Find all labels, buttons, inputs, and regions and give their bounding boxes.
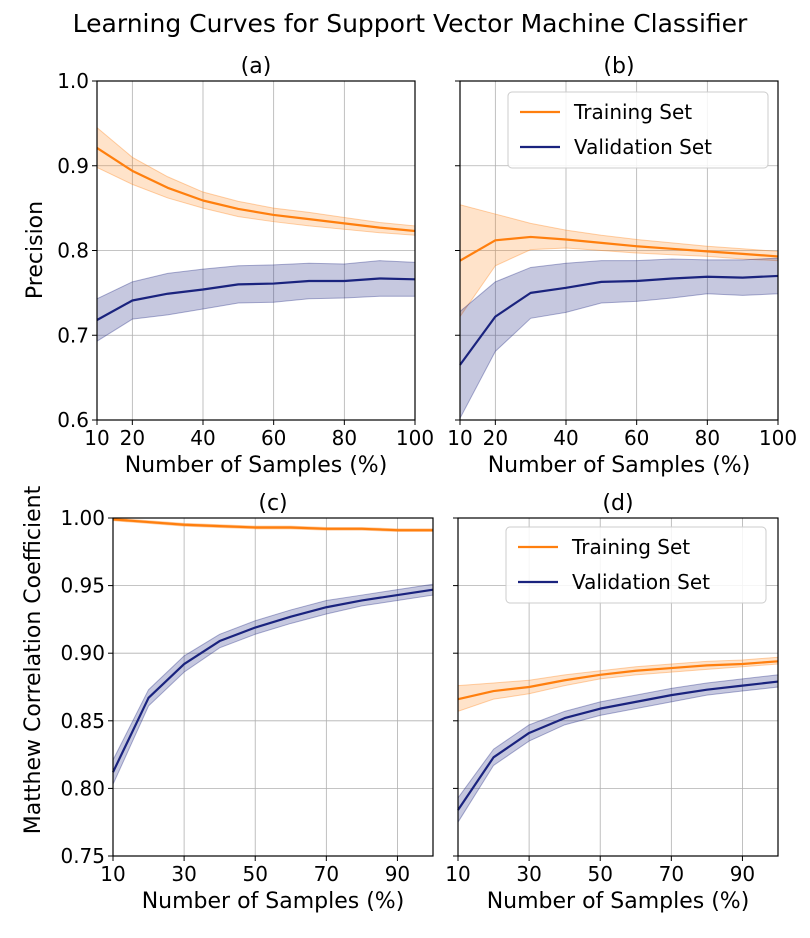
x-tick-label: 60 xyxy=(261,426,286,450)
legend: Training Set Validation Set xyxy=(505,526,767,604)
legend-box xyxy=(507,91,769,169)
x-tick-label: 10 xyxy=(447,426,472,450)
y-tick-label: 0.90 xyxy=(60,641,105,665)
validation-legend-label: Validation Set xyxy=(574,135,712,159)
panel-d: 10 30 50 70 90 (d) Number of Samples (%) Traini… xyxy=(445,491,779,914)
validation-legend-label: Validation Set xyxy=(572,570,710,594)
training-series-line xyxy=(457,660,779,701)
y-axis-label-precision: Precision xyxy=(23,201,48,299)
x-axis-label: Number of Samples (%) xyxy=(142,889,405,914)
plot-frame xyxy=(112,517,434,857)
panel-b: 10 20 40 60 80 100 (b) Number of Samples (%) Tra… xyxy=(447,54,797,478)
y-tick-label: 1.0 xyxy=(57,69,89,93)
x-tick-label: 80 xyxy=(332,426,357,450)
validation-series-line xyxy=(457,680,779,811)
validation-std-band xyxy=(96,260,416,343)
x-axis-label: Number of Samples (%) xyxy=(125,453,388,478)
x-tick-label: 50 xyxy=(587,862,612,886)
y-tick-label: 1.00 xyxy=(60,506,105,530)
x-tick-label: 60 xyxy=(624,426,649,450)
x-tick-label: 30 xyxy=(171,862,196,886)
y-tick-label: 0.75 xyxy=(60,844,105,868)
x-tick-label: 90 xyxy=(385,862,410,886)
x-tick-label: 70 xyxy=(659,862,684,886)
x-tick-label: 10 xyxy=(445,862,470,886)
x-tick-label: 50 xyxy=(242,862,267,886)
x-tick-label: 30 xyxy=(516,862,541,886)
plot-frame xyxy=(457,517,779,857)
training-legend-label: Training Set xyxy=(571,535,690,559)
x-tick-label: 20 xyxy=(120,426,145,450)
y-tick-label: 0.85 xyxy=(60,709,105,733)
validation-series-line xyxy=(112,588,434,773)
panel-c: 10 30 50 70 90 0.75 0.80 0.85 0.90 0.95 1.00 (c) Num… xyxy=(60,491,434,914)
training-series-line xyxy=(112,518,433,532)
x-tick-label: 40 xyxy=(553,426,578,450)
panel-title: (b) xyxy=(603,54,634,79)
x-tick-label: 70 xyxy=(314,862,339,886)
y-tick-label: 0.7 xyxy=(57,323,89,347)
training-std-band xyxy=(96,126,416,236)
x-tick-label: 10 xyxy=(100,862,125,886)
panel-title: (d) xyxy=(602,491,633,516)
x-tick-label: 90 xyxy=(730,862,755,886)
validation-std-band xyxy=(112,583,434,785)
y-tick-label: 0.80 xyxy=(60,776,105,800)
y-axis-label-mcc: Matthew Correlation Coefficient xyxy=(21,485,46,834)
panel-title: (a) xyxy=(241,54,272,79)
panel-a: 10 20 40 60 80 100 0.6 0.7 0.8 0.9 1.0 (a) Number of… xyxy=(57,54,434,478)
y-tick-label: 0.8 xyxy=(57,239,89,263)
y-tick-label: 0.95 xyxy=(60,574,105,598)
x-axis-label: Number of Samples (%) xyxy=(487,889,750,914)
training-legend-label: Training Set xyxy=(573,100,692,124)
grid xyxy=(96,80,416,421)
x-tick-label: 100 xyxy=(759,426,797,450)
figure-title: Learning Curves for Support Vector Machi… xyxy=(73,9,748,38)
x-axis-label: Number of Samples (%) xyxy=(488,453,751,478)
x-tick-label: 10 xyxy=(84,426,109,450)
x-tick-label: 40 xyxy=(190,426,215,450)
legend-box xyxy=(505,526,767,604)
y-tick-label: 0.6 xyxy=(57,408,89,432)
y-tick-label: 0.9 xyxy=(57,154,89,178)
training-series-line xyxy=(459,235,779,262)
x-tick-label: 100 xyxy=(396,426,434,450)
x-tick-label: 20 xyxy=(483,426,508,450)
x-tick-label: 80 xyxy=(695,426,720,450)
panel-title: (c) xyxy=(258,491,287,516)
validation-series-line xyxy=(96,277,416,321)
validation-series-line xyxy=(459,274,779,366)
legend: Training Set Validation Set xyxy=(507,91,769,169)
training-series-line xyxy=(96,147,416,233)
